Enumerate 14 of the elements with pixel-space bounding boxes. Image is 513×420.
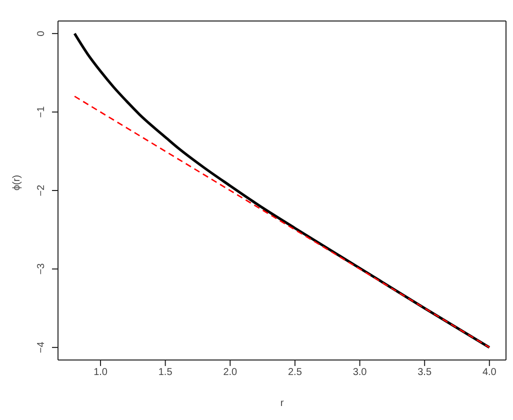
y-tick-label: 0 (36, 30, 47, 36)
x-tick-label: 1.5 (158, 367, 173, 378)
x-tick-label: 2.0 (223, 367, 238, 378)
x-tick-label: 1.0 (94, 367, 108, 378)
x-axis-title: r (280, 398, 284, 409)
y-tick-label: −4 (36, 341, 47, 354)
y-tick-label: −3 (36, 262, 47, 275)
y-tick-label: −1 (36, 106, 47, 118)
x-tick-label: 2.5 (288, 367, 302, 378)
x-tick-label: 3.5 (418, 367, 432, 378)
x-tick-label: 4.0 (482, 367, 497, 378)
y-axis-title: ϕ(r) (12, 174, 23, 190)
y-tick-label: −2 (36, 184, 47, 196)
x-tick-label: 3.0 (352, 367, 368, 378)
